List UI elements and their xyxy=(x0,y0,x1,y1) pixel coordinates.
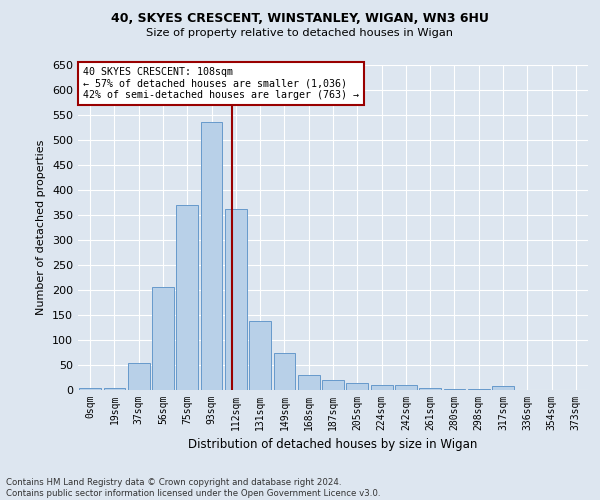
Bar xyxy=(176,205,198,390)
Text: Contains HM Land Registry data © Crown copyright and database right 2024.
Contai: Contains HM Land Registry data © Crown c… xyxy=(6,478,380,498)
Bar xyxy=(395,385,417,390)
Bar xyxy=(371,385,392,390)
Bar xyxy=(152,286,174,390)
Bar xyxy=(274,352,295,390)
Text: 40 SKYES CRESCENT: 108sqm
← 57% of detached houses are smaller (1,036)
42% of se: 40 SKYES CRESCENT: 108sqm ← 57% of detac… xyxy=(83,66,359,100)
Bar xyxy=(200,122,223,390)
Bar xyxy=(249,321,271,390)
Bar xyxy=(298,375,320,390)
Bar xyxy=(346,382,368,390)
X-axis label: Distribution of detached houses by size in Wigan: Distribution of detached houses by size … xyxy=(188,438,478,452)
Text: 40, SKYES CRESCENT, WINSTANLEY, WIGAN, WN3 6HU: 40, SKYES CRESCENT, WINSTANLEY, WIGAN, W… xyxy=(111,12,489,26)
Bar xyxy=(419,388,441,390)
Bar xyxy=(128,362,149,390)
Bar xyxy=(104,388,125,390)
Bar xyxy=(225,208,247,390)
Bar xyxy=(79,388,101,390)
Bar xyxy=(443,389,466,390)
Y-axis label: Number of detached properties: Number of detached properties xyxy=(37,140,46,315)
Bar xyxy=(492,386,514,390)
Bar xyxy=(322,380,344,390)
Text: Size of property relative to detached houses in Wigan: Size of property relative to detached ho… xyxy=(146,28,454,38)
Bar xyxy=(468,389,490,390)
